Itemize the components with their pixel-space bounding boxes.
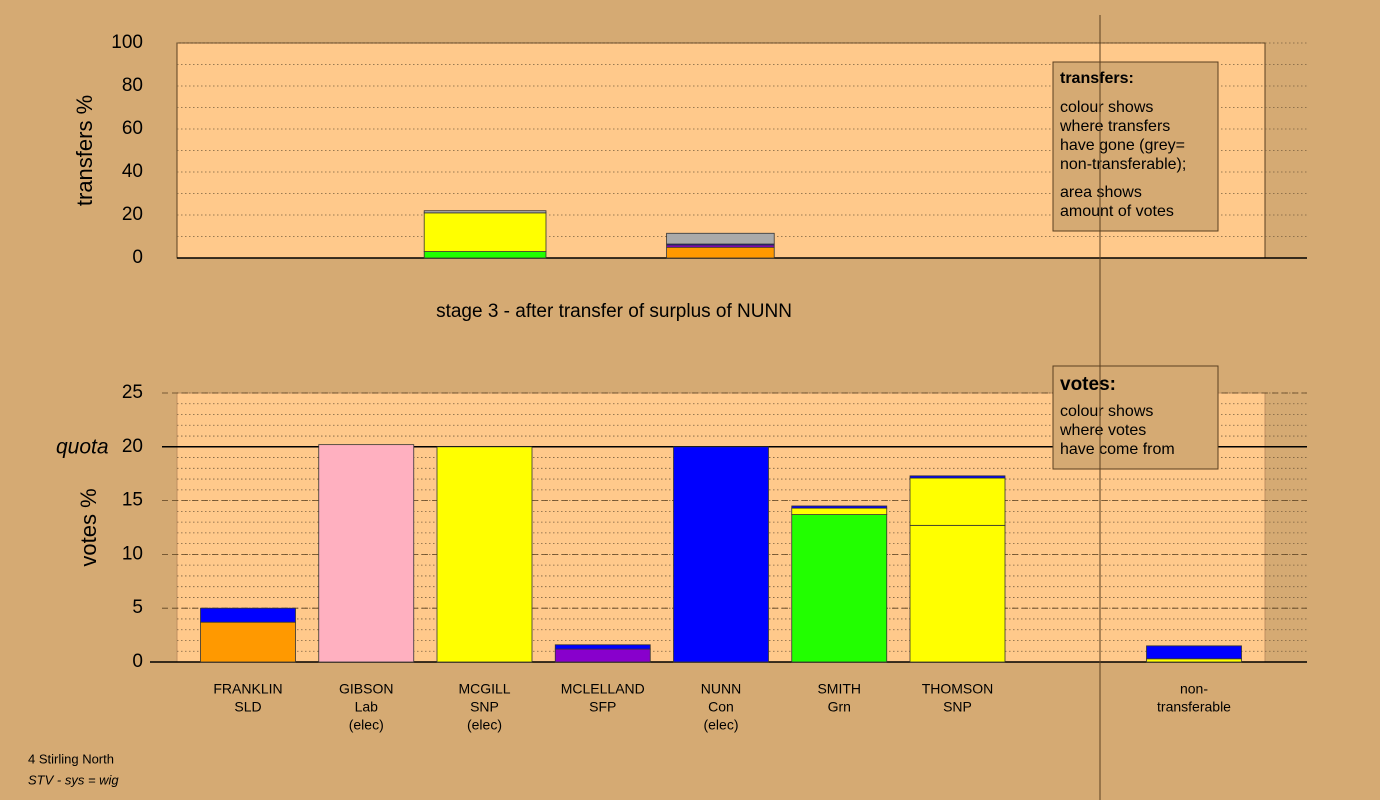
legend-box (1052, 61, 1219, 232)
legend-text: have gone (grey= (1060, 137, 1185, 154)
category-label: GIBSON (339, 681, 393, 697)
y-tick-label: 0 (132, 651, 143, 672)
bar-segment (554, 648, 651, 663)
bar-segment (666, 232, 775, 245)
category-label: NUNN (701, 681, 741, 697)
y-tick-label: 80 (122, 75, 143, 96)
legend-text: non-transferable); (1060, 156, 1186, 173)
category-label: FRANKLIN (213, 681, 282, 697)
category-label: (elec) (703, 717, 738, 733)
y-tick-label: 100 (111, 32, 143, 53)
constituency: 4 Stirling North (28, 751, 114, 766)
category-label: MCGILL (458, 681, 510, 697)
category-label: transferable (1157, 699, 1231, 715)
bar-segment (423, 212, 547, 252)
category-label: SFP (589, 699, 616, 715)
category-label: SNP (470, 699, 499, 715)
system: STV - sys = wig (28, 772, 119, 787)
category-label: Grn (828, 699, 851, 715)
y-tick-label: 20 (122, 436, 143, 457)
category-label: non- (1180, 681, 1208, 697)
category-label: THOMSON (922, 681, 994, 697)
legend-text: have come from (1060, 441, 1175, 458)
bar-segment (791, 505, 888, 509)
legend-text: amount of votes (1060, 203, 1174, 220)
bar-segment (318, 444, 415, 663)
bar-segment (423, 251, 547, 259)
category-label: Con (708, 699, 734, 715)
y-axis-label: transfers % (72, 95, 97, 206)
y-tick-label: 0 (132, 247, 143, 268)
bar-segment (200, 607, 296, 623)
legend-box (1052, 365, 1219, 470)
bar-segment (200, 621, 296, 663)
bar-segment (423, 210, 547, 214)
legend-title: transfers: (1060, 70, 1134, 87)
category-label: SNP (943, 699, 972, 715)
y-tick-label: 60 (122, 118, 143, 139)
category-label: SLD (234, 699, 261, 715)
legend-text: colour shows (1060, 99, 1153, 116)
bar-segment (909, 475, 1006, 479)
y-tick-label: 10 (122, 543, 143, 564)
category-label: MCLELLAND (561, 681, 645, 697)
bar-segment (1146, 645, 1242, 660)
y-tick-label: 25 (122, 382, 143, 403)
bar-segment (791, 507, 888, 515)
legend-text: area shows (1060, 184, 1142, 201)
y-tick-label: 40 (122, 161, 143, 182)
bar-segment (1146, 658, 1242, 663)
bar-segment (666, 246, 775, 259)
legend-text: colour shows (1060, 403, 1153, 420)
bar-segment (909, 524, 1006, 663)
category-label: (elec) (349, 717, 384, 733)
bar-segment (791, 514, 888, 663)
bar-segment (554, 644, 651, 650)
y-tick-label: 15 (122, 490, 143, 511)
category-label: (elec) (467, 717, 502, 733)
bar-segment (909, 477, 1006, 526)
legend-text: where votes (1059, 422, 1146, 439)
bar-segment (436, 446, 533, 663)
y-tick-label: 5 (132, 597, 143, 618)
legend-title: votes: (1060, 374, 1116, 395)
chart-title: stage 3 - after transfer of surplus of N… (436, 301, 792, 322)
category-label: SMITH (817, 681, 861, 697)
legend-text: where transfers (1059, 118, 1170, 135)
category-label: Lab (355, 699, 379, 715)
quota-label: quota (56, 435, 109, 458)
y-axis-label: votes % (76, 488, 101, 566)
y-tick-label: 20 (122, 204, 143, 225)
bar-segment (673, 446, 769, 663)
